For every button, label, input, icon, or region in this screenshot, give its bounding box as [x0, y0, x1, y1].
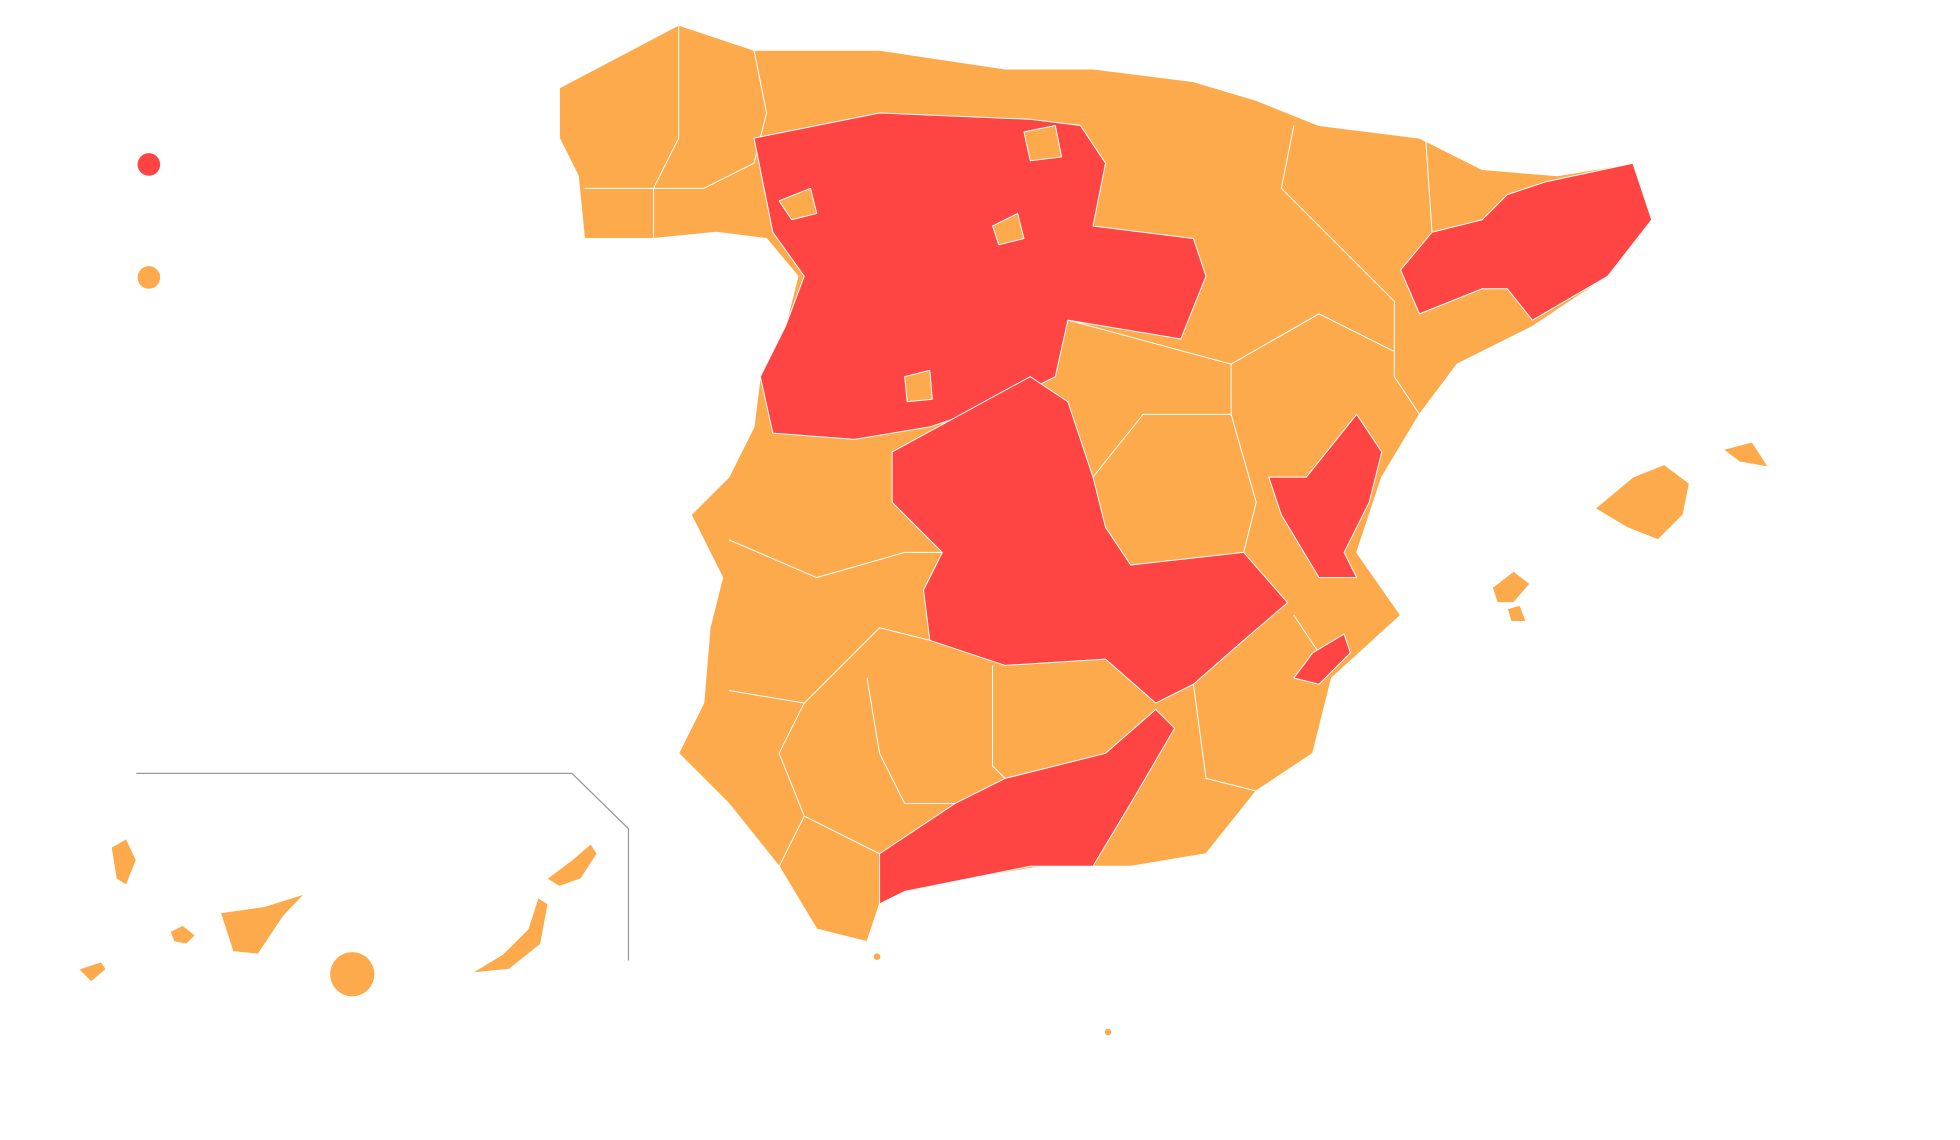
region: [778, 187, 818, 221]
border: [1230, 313, 1395, 365]
border: [778, 702, 805, 867]
border: [1425, 138, 1433, 233]
border: [728, 627, 930, 704]
border: [728, 539, 943, 579]
region: [1268, 413, 1383, 579]
region: [992, 212, 1025, 246]
legend: [137, 153, 161, 289]
border: [653, 25, 680, 239]
region: [546, 843, 598, 887]
region: [879, 708, 1176, 905]
border: [866, 677, 955, 805]
region: [1594, 464, 1690, 541]
region: [891, 376, 1289, 704]
border: [804, 815, 880, 855]
region: [78, 961, 107, 983]
border: [1230, 414, 1257, 553]
region: [169, 924, 196, 945]
region: [753, 112, 1207, 440]
border: [1280, 125, 1420, 415]
region: [1103, 1027, 1113, 1037]
region: [219, 893, 306, 955]
region: [872, 952, 882, 961]
region: [110, 838, 137, 886]
region: [904, 369, 933, 403]
legend-dot: [137, 153, 161, 176]
border: [584, 50, 768, 189]
region: [1506, 604, 1527, 622]
regions: [78, 24, 1769, 1037]
legend-dot: [137, 266, 161, 289]
region: [471, 897, 549, 974]
border: [1192, 684, 1257, 792]
region: [1023, 125, 1063, 162]
region: [1293, 633, 1351, 685]
region: [1491, 570, 1531, 604]
border: [1293, 614, 1320, 654]
region: [1722, 441, 1769, 468]
region: [329, 951, 376, 998]
border: [992, 665, 1006, 779]
inset-frame: [136, 772, 630, 961]
region: [1400, 162, 1653, 321]
